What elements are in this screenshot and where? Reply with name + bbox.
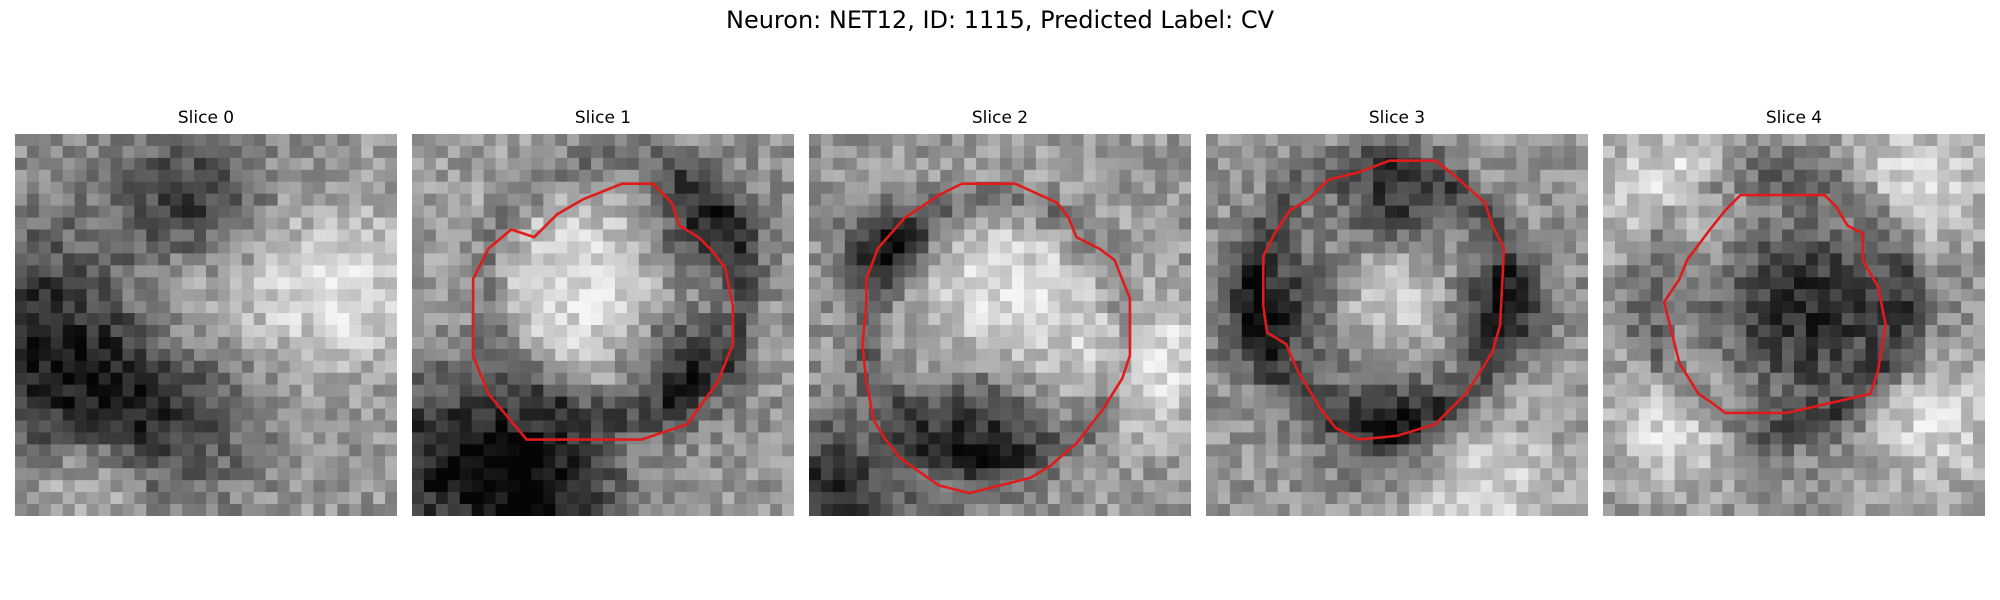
- slice-title: Slice 1: [574, 108, 632, 128]
- slice-image: [15, 134, 397, 516]
- slice-panel-0: Slice 0: [15, 108, 397, 520]
- figure-title: Neuron: NET12, ID: 1115, Predicted Label…: [726, 6, 1274, 34]
- segmentation-contour: [1261, 159, 1506, 441]
- slice-panel-3: Slice 3: [1206, 108, 1588, 520]
- slice-image: [1603, 134, 1985, 516]
- segmentation-contour: [1662, 193, 1888, 415]
- segmentation-contour: [471, 182, 735, 441]
- slice-image: [412, 134, 794, 516]
- slice-title: Slice 4: [1765, 108, 1823, 128]
- slice-title: Slice 3: [1368, 108, 1426, 128]
- segmentation-contour: [861, 182, 1132, 495]
- slice-panel-4: Slice 4: [1603, 108, 1985, 520]
- slice-image: [809, 134, 1191, 516]
- slice-title: Slice 0: [177, 108, 235, 128]
- slice-panel-2: Slice 2: [809, 108, 1191, 520]
- slice-panel-1: Slice 1: [412, 108, 794, 520]
- slice-image: [1206, 134, 1588, 516]
- slice-title: Slice 2: [971, 108, 1029, 128]
